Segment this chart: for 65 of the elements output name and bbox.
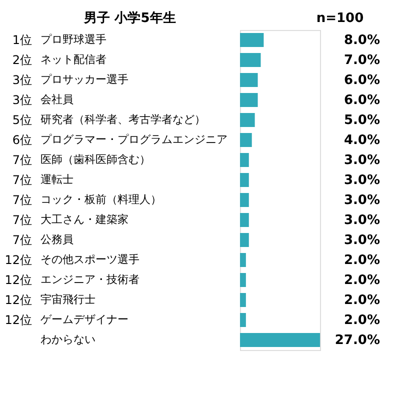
bar (240, 33, 264, 47)
data-label: 7.0% (344, 53, 380, 68)
text: 3位 (12, 93, 32, 107)
y-tick-label: 研究者（科学者、考古学者など） (40, 113, 206, 126)
data-label: 6.0% (344, 93, 380, 108)
y-tick-label: 大工さん・建築家 (40, 213, 128, 226)
bar (240, 133, 252, 147)
text: 5位 (12, 113, 32, 127)
bar (240, 293, 246, 307)
bar (240, 333, 320, 347)
text: 7位 (12, 213, 32, 227)
y-tick-label: プロ野球選手 (40, 33, 106, 46)
text: 12位 (4, 273, 32, 287)
data-label: 3.0% (344, 233, 380, 248)
text: 3位 (12, 73, 32, 87)
chart-subtitle: n=100 (316, 11, 364, 26)
y-tick-label: 医師（歯科医師含む） (40, 153, 150, 166)
data-label: 4.0% (344, 133, 380, 148)
data-label: 5.0% (344, 113, 380, 128)
text: 1位 (12, 33, 32, 47)
data-label: 3.0% (344, 153, 380, 168)
data-label: 2.0% (344, 313, 380, 328)
bar (240, 173, 249, 187)
bar (240, 193, 249, 207)
y-tick-label: 公務員 (40, 233, 74, 246)
bar (240, 213, 249, 227)
y-tick-label: 運転士 (40, 173, 74, 186)
y-tick-label: プログラマー・プログラムエンジニア (40, 133, 228, 146)
data-label: 2.0% (344, 253, 380, 268)
y-tick-label: プロサッカー選手 (40, 73, 128, 86)
data-label: 3.0% (344, 193, 380, 208)
bar (240, 113, 255, 127)
y-tick-label: 会社員 (40, 93, 74, 106)
data-label: 27.0% (334, 333, 380, 348)
text: 7位 (12, 153, 32, 167)
y-tick-label: わからない (40, 333, 96, 346)
text: 7位 (12, 233, 32, 247)
data-label: 2.0% (344, 293, 380, 308)
text: 12位 (4, 313, 32, 327)
bar (240, 253, 246, 267)
bar (240, 313, 246, 327)
y-tick-label: ゲームデザイナー (40, 313, 128, 326)
text: 7位 (12, 193, 32, 207)
text: 6位 (12, 133, 32, 147)
y-tick-label: 宇宙飛行士 (40, 293, 96, 306)
data-label: 8.0% (344, 33, 380, 48)
text: 7位 (12, 173, 32, 187)
text: 2位 (12, 53, 32, 67)
data-label: 3.0% (344, 173, 380, 188)
bar (240, 273, 246, 287)
bar (240, 153, 249, 167)
bar (240, 73, 258, 87)
y-tick-label: コック・板前（料理人） (40, 193, 162, 206)
bar (240, 93, 258, 107)
y-tick-label: ネット配信者 (40, 53, 106, 66)
y-tick-label: その他スポーツ選手 (40, 253, 140, 266)
text: 12位 (4, 253, 32, 267)
y-tick-label: エンジニア・技術者 (40, 273, 140, 286)
bar (240, 53, 261, 67)
data-label: 2.0% (344, 273, 380, 288)
text: 男子 小学5年生 (83, 11, 176, 26)
bar (240, 233, 249, 247)
data-label: 3.0% (344, 213, 380, 228)
text: 12位 (4, 293, 32, 307)
data-label: 6.0% (344, 73, 380, 88)
